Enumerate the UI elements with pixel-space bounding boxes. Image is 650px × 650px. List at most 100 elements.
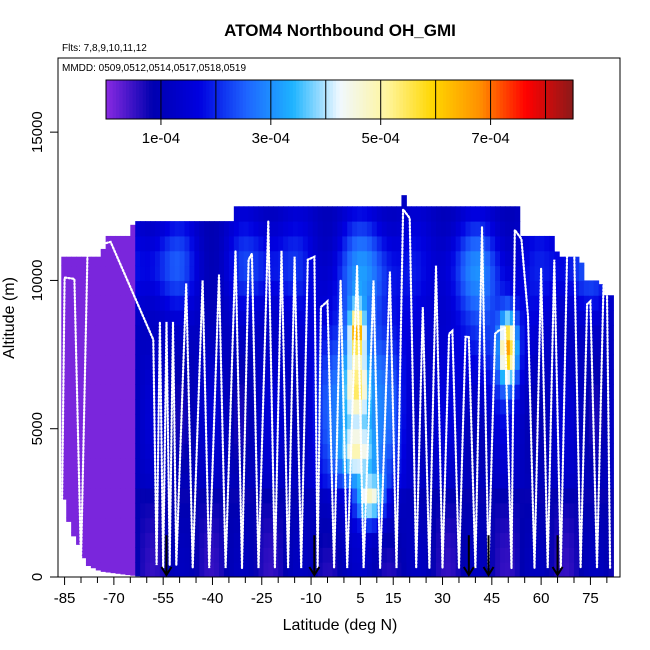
heatmap-cell xyxy=(362,324,368,341)
heatmap-cell xyxy=(268,280,274,296)
heatmap-cell xyxy=(381,369,388,385)
heatmap-cell xyxy=(485,235,491,252)
heatmap-cell xyxy=(120,235,126,252)
heatmap-cell xyxy=(519,399,526,415)
heatmap-cell xyxy=(524,502,531,519)
heatmap-cell xyxy=(470,295,476,311)
heatmap-cell xyxy=(445,250,452,267)
heatmap-cell xyxy=(366,502,373,519)
heatmap-cell xyxy=(90,473,97,489)
heatmap-cell xyxy=(391,206,398,222)
heatmap-cell xyxy=(524,547,531,563)
heatmap-cell xyxy=(238,473,245,489)
heatmap-cell xyxy=(233,502,240,519)
heatmap-cell xyxy=(248,502,255,519)
heatmap-cell xyxy=(357,310,363,326)
heatmap-cell xyxy=(233,221,240,237)
heatmap-cell xyxy=(455,473,462,489)
heatmap-cell xyxy=(105,428,112,445)
heatmap-cell xyxy=(391,369,398,385)
heatmap-cell xyxy=(105,280,112,296)
heatmap-cell xyxy=(564,562,570,578)
heatmap-cell xyxy=(140,339,146,356)
heatmap-cell xyxy=(66,384,72,400)
heatmap-cell xyxy=(273,265,279,281)
heatmap-cell xyxy=(317,235,324,252)
heatmap-cell xyxy=(401,235,407,252)
heatmap-cell xyxy=(583,502,590,519)
heatmap-cell xyxy=(371,517,378,534)
heatmap-cell xyxy=(100,532,107,548)
heatmap-cell xyxy=(164,339,171,356)
heatmap-cell xyxy=(411,206,417,222)
heatmap-cell xyxy=(322,532,328,548)
heatmap-cell xyxy=(406,324,412,341)
heatmap-cell xyxy=(593,324,600,341)
heatmap-cell xyxy=(381,517,388,534)
heatmap-cell xyxy=(426,443,432,459)
heatmap-cell xyxy=(352,473,358,489)
heatmap-cell xyxy=(386,473,393,489)
heatmap-cell xyxy=(154,235,161,252)
heatmap-cell xyxy=(150,458,156,474)
heatmap-cell xyxy=(214,443,220,459)
heatmap-cell xyxy=(426,384,432,400)
heatmap-cell xyxy=(504,384,511,400)
heatmap-cell xyxy=(588,502,595,519)
heatmap-cell xyxy=(445,502,452,519)
heatmap-cell xyxy=(490,206,496,222)
heatmap-cell xyxy=(322,206,328,222)
heatmap-cell xyxy=(130,399,136,415)
heatmap-cell xyxy=(440,324,447,341)
heatmap-cell xyxy=(66,324,72,341)
heatmap-cell xyxy=(76,295,82,311)
heatmap-cell xyxy=(288,354,294,370)
heatmap-cell xyxy=(130,339,136,356)
heatmap-cell xyxy=(268,547,274,563)
heatmap-cell xyxy=(391,310,398,326)
heatmap-cell xyxy=(66,473,72,489)
heatmap-cell xyxy=(150,443,156,459)
heatmap-cell xyxy=(71,413,77,430)
heatmap-cell xyxy=(258,280,264,296)
heatmap-cell xyxy=(90,443,97,459)
heatmap-cell xyxy=(480,532,486,548)
heatmap-cell xyxy=(322,413,328,430)
heatmap-cell xyxy=(445,547,452,563)
heatmap-cell xyxy=(322,428,328,445)
heatmap-cell xyxy=(223,221,230,237)
heatmap-cell xyxy=(297,295,304,311)
heatmap-cell xyxy=(500,250,506,267)
heatmap-cell xyxy=(115,339,121,356)
heatmap-cell xyxy=(490,488,496,504)
heatmap-cell xyxy=(347,413,353,430)
heatmap-cell xyxy=(100,248,107,252)
heatmap-cell xyxy=(421,443,427,459)
heatmap-cell xyxy=(435,235,442,252)
heatmap-cell xyxy=(519,562,526,578)
heatmap-cell xyxy=(406,428,412,445)
heatmap-cell xyxy=(71,295,77,311)
heatmap-cell xyxy=(110,532,117,548)
heatmap-cell xyxy=(71,458,77,474)
heatmap-cell xyxy=(381,488,388,504)
heatmap-cell xyxy=(154,354,161,370)
heatmap-cell xyxy=(164,221,171,237)
heatmap-cell xyxy=(288,235,294,252)
heatmap-cell xyxy=(184,250,190,267)
heatmap-cell xyxy=(583,532,590,548)
heatmap-cell xyxy=(514,369,521,385)
heatmap-cell xyxy=(455,458,462,474)
heatmap-cell xyxy=(347,369,353,385)
heatmap-cell xyxy=(110,413,117,430)
heatmap-cell xyxy=(307,532,314,548)
heatmap-cell xyxy=(416,265,422,281)
heatmap-cell xyxy=(278,502,284,519)
heatmap-cell xyxy=(105,547,112,563)
heatmap-cell xyxy=(223,265,230,281)
heatmap-cell xyxy=(268,473,274,489)
heatmap-cell xyxy=(189,562,195,578)
heatmap-cell xyxy=(431,221,437,237)
heatmap-cell xyxy=(174,310,181,326)
heatmap-cell xyxy=(342,235,348,252)
